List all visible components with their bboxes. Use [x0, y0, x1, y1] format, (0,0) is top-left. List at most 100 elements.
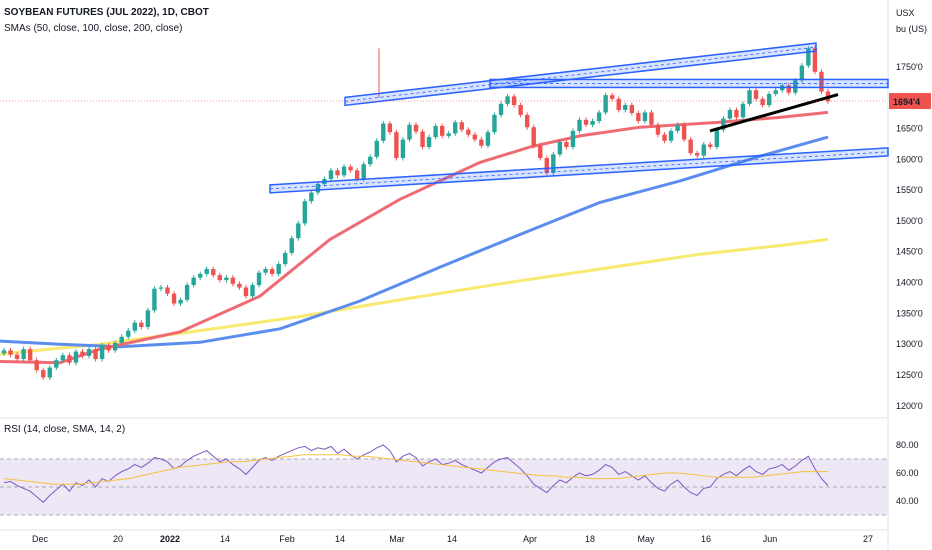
candle-body [237, 283, 242, 288]
sma100-line [0, 135, 829, 349]
candle-body [230, 277, 236, 284]
candle-body [453, 122, 458, 134]
candle-body [760, 98, 765, 106]
candle-body [603, 95, 608, 113]
candle-body [73, 351, 79, 363]
candle-body [335, 170, 340, 176]
candle-body [368, 156, 373, 165]
candle-body [269, 268, 275, 274]
time-tick-label: Dec [32, 534, 49, 544]
candle-body [636, 113, 641, 122]
candle-body [544, 158, 549, 173]
candle-body [433, 125, 438, 138]
sma-legend: SMAs (50, close, 100, close, 200, close) [4, 23, 183, 34]
candle-body [309, 192, 314, 202]
sma200-line [0, 237, 829, 356]
candle-body [505, 96, 510, 104]
candle-body [799, 65, 805, 81]
candle-body [649, 112, 654, 125]
candle-body [112, 342, 118, 351]
candle-body [766, 93, 772, 106]
candle-body [80, 351, 85, 356]
price-tick-label: 1750'0 [896, 62, 923, 72]
candle-body [165, 287, 170, 294]
axes: 1750'01700'01650'01600'01550'01500'01450… [32, 62, 931, 544]
rsi-tick-label: 80.00 [896, 440, 919, 450]
candle-body [531, 127, 536, 146]
candle-body [41, 370, 46, 378]
candle-body [139, 322, 144, 327]
candle-body [86, 349, 92, 356]
time-tick-label: 20 [113, 534, 123, 544]
candle-body [197, 273, 203, 278]
candle-body [217, 275, 223, 281]
candle-body [283, 252, 288, 265]
candle-body [158, 287, 164, 289]
candle-body [381, 123, 386, 141]
time-tick-label: May [637, 534, 655, 544]
candle-body [701, 144, 706, 156]
candle-body [211, 268, 216, 276]
price-tick-label: 1650'0 [896, 123, 923, 133]
drawings [0, 42, 889, 194]
time-tick-label: 14 [335, 534, 345, 544]
time-tick-label: 14 [447, 534, 457, 544]
candle-body [590, 121, 595, 125]
candle-body [126, 330, 131, 337]
candle-body [623, 105, 628, 110]
candle-body [27, 349, 33, 361]
candle-body [668, 130, 674, 141]
candle-body [21, 349, 26, 359]
candle-body [688, 139, 693, 154]
channel-band [344, 42, 817, 107]
time-tick-label: 14 [220, 534, 230, 544]
trend-line [709, 93, 839, 133]
candle-body [413, 124, 419, 132]
candle-body [819, 71, 824, 92]
candle-body [191, 277, 196, 286]
candle-body [348, 166, 353, 171]
time-tick-label: Apr [523, 534, 537, 544]
candle-body [551, 154, 556, 173]
candle-body [753, 90, 759, 99]
candle-body [1, 350, 7, 354]
chart-title: SOYBEAN FUTURES (JUL 2022), 1D, CBOT [4, 7, 209, 18]
candle-body [243, 287, 249, 297]
candle-body [93, 349, 98, 359]
candle-body [642, 112, 648, 122]
time-tick-label: 27 [863, 534, 873, 544]
candle-body [609, 95, 615, 99]
price-tick-label: 1500'0 [896, 216, 923, 226]
candle-body [106, 345, 111, 351]
candle-body [204, 268, 209, 274]
rsi-legend: RSI (14, close, SMA, 14, 2) [4, 424, 126, 435]
rsi-band [0, 458, 888, 516]
candle-body [99, 345, 105, 359]
candle-body [407, 124, 412, 140]
channel-band [269, 147, 889, 194]
candle-body [354, 170, 360, 180]
price-tick-label: 1350'0 [896, 308, 923, 318]
candle-body [60, 355, 66, 361]
candle-body [740, 103, 746, 118]
price-tick-label: 1250'0 [896, 370, 923, 380]
candle-body [806, 48, 811, 66]
candle-body [296, 223, 301, 239]
rsi-line [3, 444, 829, 504]
gridlines [0, 0, 889, 550]
candle-body [426, 137, 432, 147]
candle-body [119, 336, 124, 343]
candle-body [171, 293, 177, 304]
candle-body [400, 139, 406, 159]
candle-body [511, 96, 517, 106]
candle-body [178, 299, 183, 304]
candle-body [734, 109, 739, 118]
candle-body [570, 130, 576, 147]
candle-body [485, 132, 491, 146]
rsi-series [3, 444, 829, 504]
candle-body [341, 166, 347, 176]
price-tick-label: 1300'0 [896, 339, 923, 349]
candle-body [152, 288, 157, 311]
candle-body [747, 90, 752, 104]
candle-body [394, 132, 399, 159]
